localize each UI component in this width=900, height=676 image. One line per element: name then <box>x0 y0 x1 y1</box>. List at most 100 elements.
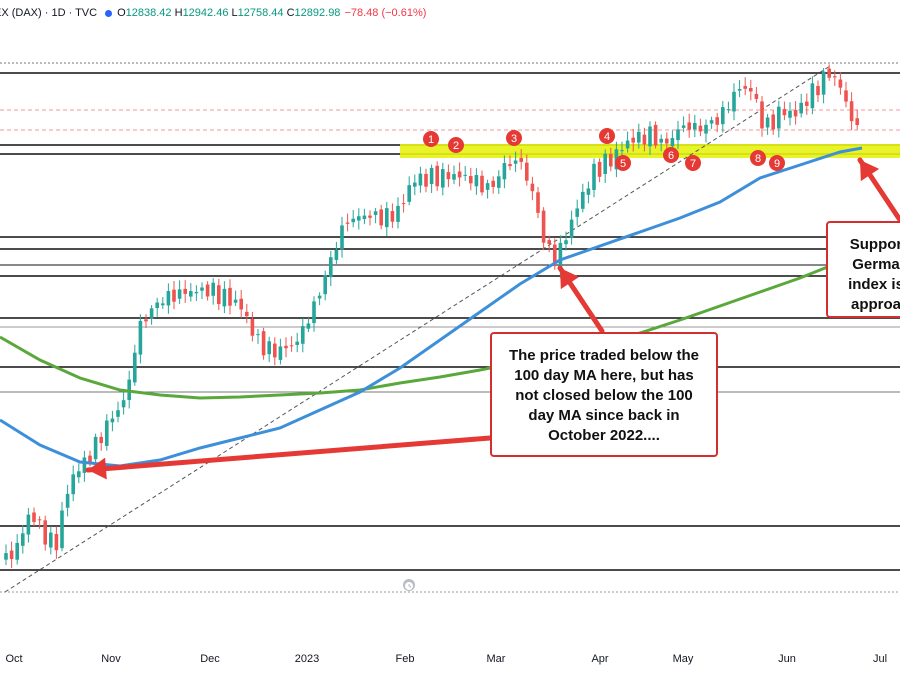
candle-body <box>401 203 406 205</box>
candle-body <box>413 182 417 187</box>
annotation-support: Suppor Germa index is approa <box>826 221 900 318</box>
candle-body <box>345 222 350 224</box>
candle-body <box>726 109 731 111</box>
candle-body <box>32 512 36 522</box>
candle-body <box>777 106 781 129</box>
arrow-head <box>860 160 880 182</box>
candle-body <box>245 311 249 317</box>
candle-body <box>592 163 596 190</box>
candle-body <box>653 124 658 146</box>
candle-body <box>435 165 439 187</box>
annotation-line: 100 day MA here, but has <box>514 367 694 384</box>
candle-body <box>687 122 691 130</box>
candle-body <box>838 79 843 88</box>
candle-body <box>144 319 148 322</box>
candle-body <box>452 174 456 180</box>
annotation-line: Germa <box>852 256 900 273</box>
candle-body <box>782 109 787 116</box>
candle-body <box>289 345 294 347</box>
close-value: 12892.98 <box>294 7 341 19</box>
candle-body <box>659 138 663 143</box>
candle-body <box>536 192 540 213</box>
touch-marker: 1 <box>423 131 439 147</box>
candle-body <box>121 400 126 408</box>
candle-body <box>21 533 25 546</box>
candle-body <box>793 110 798 117</box>
marker-label: 6 <box>668 150 674 162</box>
candle-body <box>71 474 75 495</box>
candle-body <box>575 208 579 217</box>
candle-body <box>743 86 747 89</box>
marker-label: 9 <box>774 158 780 170</box>
candle-body <box>620 150 624 152</box>
candle-body <box>54 534 59 551</box>
candle-body <box>704 124 708 134</box>
candle-body <box>457 171 462 178</box>
marker-label: 1 <box>428 134 434 146</box>
candle-body <box>642 134 647 145</box>
candle-body <box>805 101 809 106</box>
annotation-arrows <box>85 157 900 480</box>
candle-body <box>329 257 333 278</box>
marker-circle <box>599 128 615 144</box>
marker-label: 5 <box>620 158 626 170</box>
touch-marker: 6 <box>663 147 679 163</box>
candle-body <box>60 510 64 549</box>
candle-body <box>351 218 355 223</box>
candle-body <box>9 550 14 560</box>
candle-body <box>581 191 585 209</box>
candle-body <box>788 110 792 118</box>
candle-body <box>250 318 255 336</box>
status-dot-icon <box>105 9 113 17</box>
candle-body <box>172 289 176 302</box>
candle-body <box>110 418 115 423</box>
candle-body <box>849 101 854 122</box>
candle-body <box>670 138 675 147</box>
candle-body <box>474 175 479 187</box>
candle-body <box>340 225 344 250</box>
candle-body <box>295 341 299 345</box>
candle-body <box>239 298 243 310</box>
candle-body <box>737 89 742 91</box>
x-tick-label: Nov <box>101 653 121 665</box>
candle-body <box>284 345 288 349</box>
candle-body <box>183 288 187 294</box>
candle-body <box>480 175 484 193</box>
symbol-label[interactable]: EX (DAX) · 1D · TVC <box>0 7 98 19</box>
annotation-line: Suppor <box>849 236 900 253</box>
candle-body <box>799 102 803 114</box>
candle-body <box>82 457 87 473</box>
high-value: 12942.46 <box>182 7 229 19</box>
candle-body <box>37 519 42 521</box>
candle-body <box>441 169 445 188</box>
candle-body <box>541 210 546 243</box>
marker-label: 7 <box>690 158 696 170</box>
marker-circle <box>506 130 522 146</box>
candle-body <box>765 117 770 128</box>
candle-body <box>373 211 378 215</box>
candle-body <box>306 323 311 329</box>
candle-body <box>155 302 159 309</box>
candle-body <box>844 90 848 102</box>
marker-circle <box>615 155 631 171</box>
low-value: 12758.44 <box>237 7 284 19</box>
x-tick-label: Apr <box>591 653 608 665</box>
candle-body <box>502 163 507 180</box>
candle-body <box>625 140 630 149</box>
candle-body <box>491 180 495 187</box>
candle-body <box>379 209 383 226</box>
clock-icon[interactable] <box>403 579 415 591</box>
open-value: 12838.42 <box>125 7 172 19</box>
touch-marker: 8 <box>750 150 766 166</box>
x-axis: Oct Nov Dec 2023 Feb Mar Apr May Jun Jul <box>5 653 887 665</box>
candle-body <box>189 291 193 297</box>
marker-label: 8 <box>755 153 761 165</box>
trend-line <box>4 65 831 593</box>
touch-marker: 3 <box>506 130 522 146</box>
marker-circle <box>685 155 701 171</box>
high-label: H <box>174 7 183 19</box>
candle-body <box>222 288 227 307</box>
candle-body <box>631 137 635 143</box>
candle-body <box>200 287 204 291</box>
